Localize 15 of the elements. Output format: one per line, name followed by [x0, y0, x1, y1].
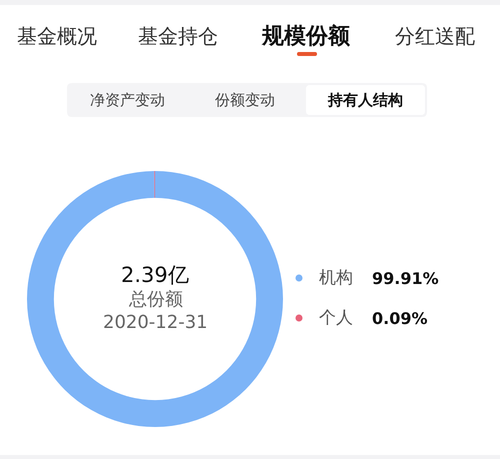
text: 2020-12-31 — [103, 312, 208, 333]
text: 规模份额 — [261, 23, 351, 49]
text: 2.39亿 — [121, 263, 189, 287]
data-label: 0.09% — [372, 309, 428, 328]
text: 净资产变动 — [90, 91, 165, 109]
text: 基金持仓 — [138, 24, 218, 48]
legend-label: 机构 — [319, 268, 353, 288]
text: 总份额 — [128, 289, 183, 310]
donut-slice — [27, 171, 283, 427]
data-label: 99.91% — [372, 269, 439, 288]
text: 份额变动 — [215, 91, 275, 109]
text: 持有人结构 — [327, 91, 403, 109]
text: 基金概况 — [17, 24, 97, 48]
legend-label: 个人 — [319, 308, 353, 328]
text: 分红送配 — [395, 24, 475, 48]
